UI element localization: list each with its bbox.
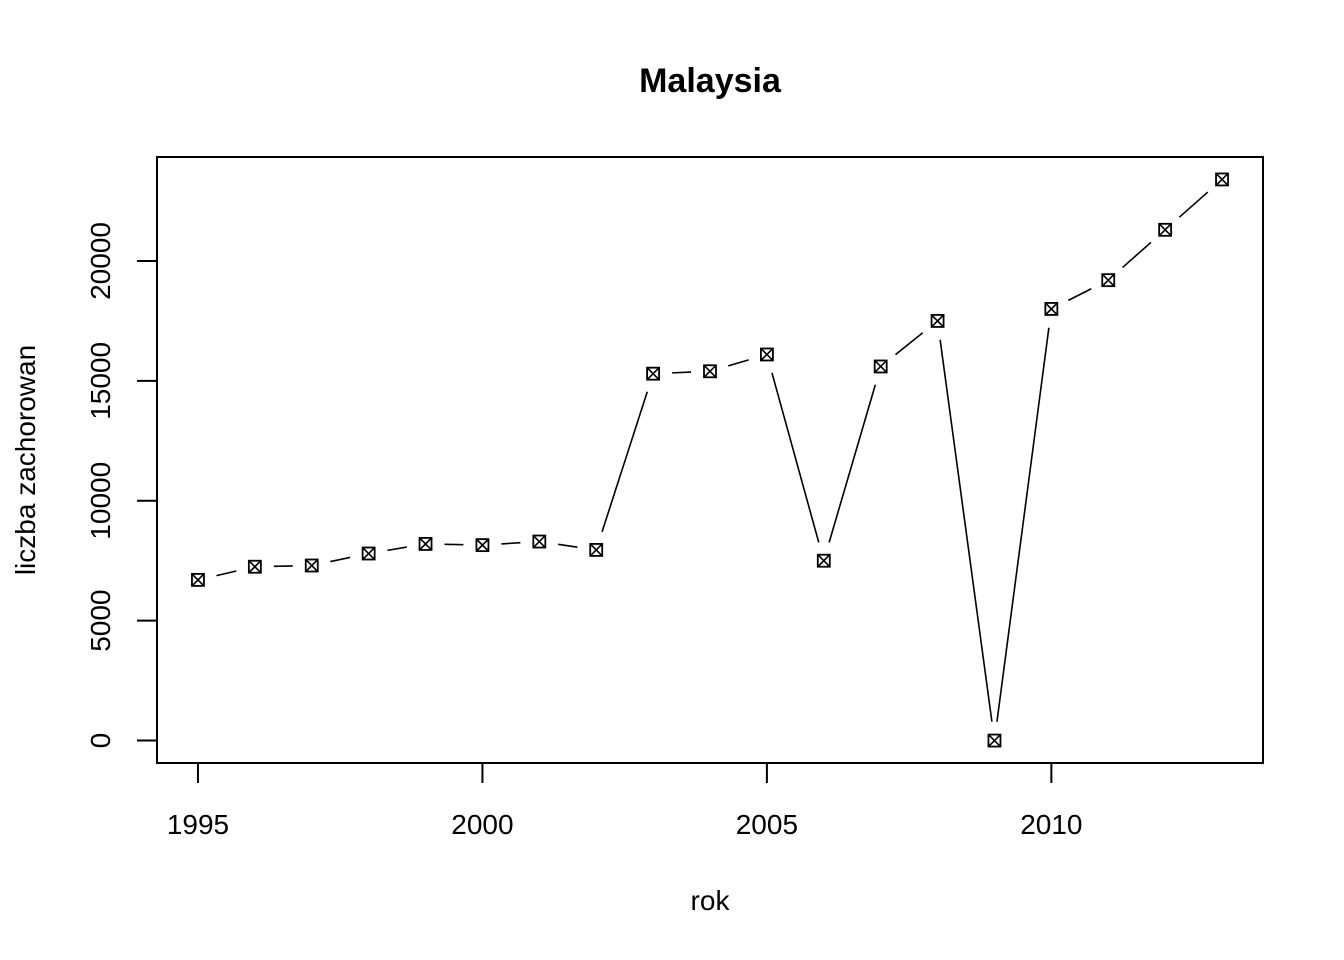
data-point bbox=[873, 359, 888, 374]
y-tick-label: 0 bbox=[85, 733, 116, 749]
data-point bbox=[532, 534, 547, 549]
x-tick-label: 1995 bbox=[167, 809, 229, 840]
series-segment bbox=[1121, 241, 1152, 269]
series-segment bbox=[601, 391, 649, 533]
series-segment bbox=[672, 371, 692, 374]
data-point bbox=[304, 558, 319, 573]
plot-frame bbox=[156, 156, 1264, 764]
x-axis-label: rok bbox=[691, 885, 731, 916]
data-point bbox=[1215, 172, 1229, 187]
y-tick-label: 10000 bbox=[85, 462, 116, 540]
series-segment bbox=[996, 327, 1050, 722]
y-tick-label: 20000 bbox=[85, 222, 116, 300]
data-point bbox=[816, 553, 831, 568]
data-point bbox=[1101, 273, 1116, 288]
series-segment bbox=[828, 384, 877, 543]
data-point bbox=[646, 366, 661, 381]
series-segment bbox=[330, 556, 351, 563]
data-point bbox=[1044, 302, 1059, 316]
y-tick-label: 5000 bbox=[85, 590, 116, 652]
series-segment bbox=[387, 546, 407, 552]
x-tick-label: 2010 bbox=[1020, 809, 1082, 840]
data-point bbox=[247, 559, 262, 574]
series-segment bbox=[771, 372, 820, 543]
data-point bbox=[1158, 222, 1173, 237]
series-segment bbox=[939, 339, 993, 722]
data-point bbox=[703, 364, 717, 379]
x-tick-label: 2000 bbox=[451, 809, 513, 840]
x-axis: 1995 2000 2005 2010 bbox=[167, 762, 1083, 840]
series-segment bbox=[558, 543, 578, 548]
x-tick-label: 2005 bbox=[736, 809, 798, 840]
data-point bbox=[589, 543, 604, 557]
series-segment bbox=[1178, 191, 1209, 218]
data-point bbox=[418, 537, 433, 551]
data-point bbox=[361, 546, 376, 561]
data-point bbox=[759, 347, 774, 362]
chart-title: Malaysia bbox=[639, 62, 782, 100]
series-line bbox=[216, 191, 1209, 722]
data-point bbox=[987, 733, 1002, 748]
data-point bbox=[930, 314, 945, 328]
series-segment bbox=[216, 570, 237, 577]
data-point bbox=[475, 538, 490, 553]
data-point bbox=[191, 572, 205, 587]
series-segment bbox=[727, 359, 749, 367]
y-axis: 0 5000 10000 15000 20000 bbox=[85, 222, 158, 749]
series-segment bbox=[501, 541, 521, 545]
series-segment bbox=[1067, 288, 1092, 302]
y-axis-label: liczba zachorowan bbox=[10, 345, 41, 575]
series-points bbox=[191, 172, 1229, 748]
y-tick-label: 15000 bbox=[85, 342, 116, 420]
series-segment bbox=[895, 332, 924, 356]
